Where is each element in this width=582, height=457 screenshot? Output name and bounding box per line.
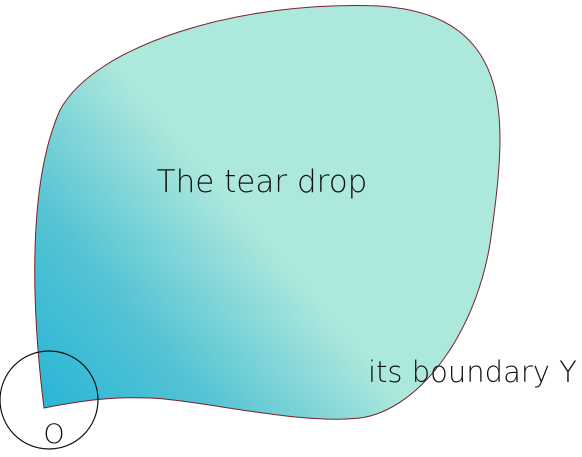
point-label: O <box>43 419 64 450</box>
point-o-neighborhood-circle <box>0 350 99 450</box>
boundary-label: its boundary Y <box>368 355 577 389</box>
tear-drop-region <box>34 4 501 420</box>
region-label: The tear drop <box>157 164 368 200</box>
